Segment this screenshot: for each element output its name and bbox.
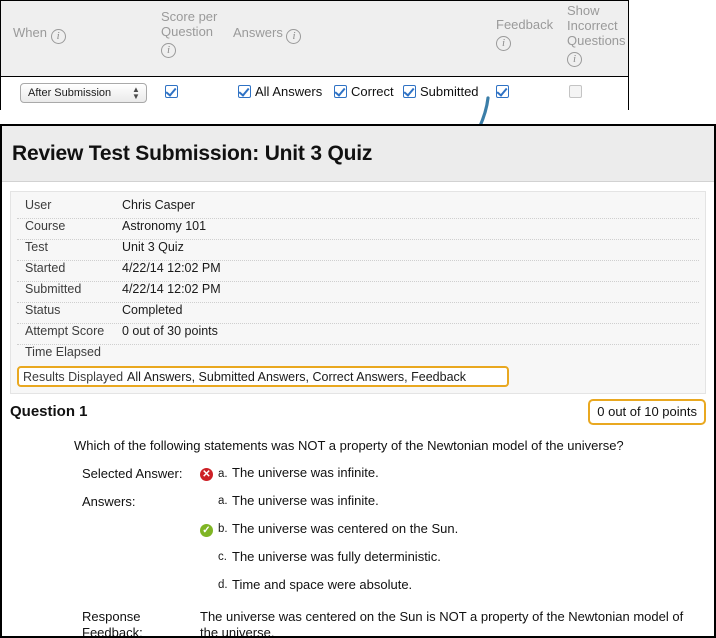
info-icon[interactable]: i (567, 52, 582, 67)
answer-options-list: a. The universe was infinite. ✓ b. The u… (200, 493, 458, 593)
detail-row: Test Unit 3 Quiz (17, 240, 699, 261)
response-feedback-row: Response Feedback: The universe was cent… (82, 609, 704, 638)
when-select[interactable]: After Submission ▲ ▼ (20, 83, 147, 103)
submitted-checkbox[interactable] (403, 85, 416, 98)
column-header-show-incorrect-questions: Show Incorrect Questions i (567, 3, 626, 67)
correct-checkbox[interactable] (334, 85, 347, 98)
column-header-score-per-question: Score per Question i (161, 9, 223, 58)
option-status-placeholder-icon (200, 580, 213, 593)
option-status-placeholder-icon (200, 496, 213, 509)
detail-key: Started (25, 261, 66, 275)
answers-row: Answers: a. The universe was infinite. ✓… (82, 493, 704, 593)
when-select-value: After Submission (28, 87, 112, 99)
detail-key: Status (25, 303, 61, 317)
option-text: The universe was infinite. (232, 493, 379, 508)
detail-row: Started 4/22/14 12:02 PM (17, 261, 699, 282)
green-check-circle-icon: ✓ (200, 524, 213, 537)
question-score-badge: 0 out of 10 points (588, 399, 706, 425)
column-header-when-label: When (13, 25, 47, 40)
question-header: Question 1 0 out of 10 points (10, 399, 714, 429)
detail-value: 4/22/14 12:02 PM (122, 282, 221, 296)
detail-value: Chris Casper (122, 198, 195, 212)
detail-row: User Chris Casper (17, 198, 699, 219)
response-feedback-label: Response Feedback: (82, 609, 200, 638)
submitted-label: Submitted (420, 84, 479, 99)
option-letter: a. (218, 495, 228, 507)
list-item: d. Time and space were absolute. (200, 577, 458, 593)
selected-answer-row: Selected Answer: ✕ a. The universe was i… (82, 465, 704, 482)
option-text: Time and space were absolute. (232, 577, 413, 592)
submission-details-panel: User Chris Casper Course Astronomy 101 T… (10, 191, 706, 394)
detail-key: Submitted (25, 282, 82, 296)
results-displayed-key: Results Displayed (23, 369, 124, 384)
all-answers-label: All Answers (255, 84, 323, 99)
detail-value: Astronomy 101 (122, 219, 207, 233)
question-text: Which of the following statements was NO… (74, 438, 624, 453)
detail-row: Attempt Score 0 out of 30 points (17, 324, 699, 345)
correct-label: Correct (351, 84, 394, 99)
red-x-circle-icon: ✕ (200, 468, 213, 481)
detail-key: Time Elapsed (25, 345, 101, 359)
select-stepper-arrows-icon: ▲ ▼ (132, 85, 140, 101)
response-feedback-text: The universe was centered on the Sun is … (200, 609, 684, 638)
list-item: ✓ b. The universe was centered on the Su… (200, 521, 458, 537)
column-header-when: When i (13, 25, 66, 44)
column-header-feedback: Feedback i (496, 17, 554, 51)
detail-key: Test (25, 240, 48, 254)
detail-value: Unit 3 Quiz (122, 240, 184, 254)
info-icon[interactable]: i (161, 43, 176, 58)
option-letter: a. (218, 468, 228, 480)
option-text: The universe was infinite. (232, 465, 379, 480)
detail-row: Time Elapsed (17, 345, 699, 365)
all-answers-checkbox[interactable] (238, 85, 251, 98)
column-header-feedback-label: Feedback (496, 17, 554, 32)
info-icon[interactable]: i (50, 29, 66, 44)
detail-value: 0 out of 30 points (122, 324, 218, 338)
info-icon[interactable]: i (496, 36, 511, 51)
column-header-answers: Answers i (233, 25, 302, 44)
detail-row: Course Astronomy 101 (17, 219, 699, 240)
question-body: Which of the following statements was NO… (2, 429, 714, 638)
option-status-placeholder-icon (200, 552, 213, 565)
detail-row: Submitted 4/22/14 12:02 PM (17, 282, 699, 303)
page-title-bar: Review Test Submission: Unit 3 Quiz (2, 126, 714, 182)
options-column-headers: When i Score per Question i Answers i Fe… (1, 1, 628, 77)
detail-value: Completed (122, 303, 183, 317)
option-letter: c. (218, 551, 227, 563)
score-per-question-checkbox[interactable] (165, 85, 178, 98)
detail-value: 4/22/14 12:02 PM (122, 261, 221, 275)
detail-key: User (25, 198, 52, 212)
options-values-row: After Submission ▲ ▼ All Answers Correct … (1, 77, 628, 110)
answers-label: Answers: (82, 494, 136, 509)
option-text: The universe was fully deterministic. (232, 549, 441, 564)
detail-key: Course (25, 219, 66, 233)
option-text: The universe was centered on the Sun. (232, 521, 459, 536)
feedback-checkbox[interactable] (496, 85, 509, 98)
option-letter: b. (218, 523, 228, 535)
question-title: Question 1 (10, 403, 88, 420)
column-header-score-per-question-label: Score per Question (161, 9, 218, 39)
list-item: a. The universe was infinite. (200, 493, 458, 509)
show-incorrect-questions-checkbox[interactable] (569, 85, 582, 98)
column-header-show-incorrect-questions-label: Show Incorrect Questions (567, 3, 626, 48)
list-item: c. The universe was fully deterministic. (200, 549, 458, 565)
page-title: Review Test Submission: Unit 3 Quiz (12, 141, 373, 165)
results-displayed-row: Results Displayed All Answers, Submitted… (17, 366, 509, 387)
detail-row: Status Completed (17, 303, 699, 324)
test-options-panel: When i Score per Question i Answers i Fe… (0, 0, 629, 110)
response-feedback-label-line1: Response (82, 609, 141, 624)
selected-answer-label: Selected Answer: (82, 466, 183, 481)
detail-key: Attempt Score (25, 324, 105, 338)
response-feedback-label-line2: Feedback: (82, 625, 143, 638)
column-header-answers-label: Answers (233, 25, 283, 40)
option-letter: d. (218, 579, 228, 591)
results-displayed-value: All Answers, Submitted Answers, Correct … (127, 369, 467, 384)
selected-answer-value: ✕ a. The universe was infinite. (200, 465, 379, 482)
review-test-submission-page: Review Test Submission: Unit 3 Quiz User… (0, 124, 716, 638)
info-icon[interactable]: i (286, 29, 302, 44)
